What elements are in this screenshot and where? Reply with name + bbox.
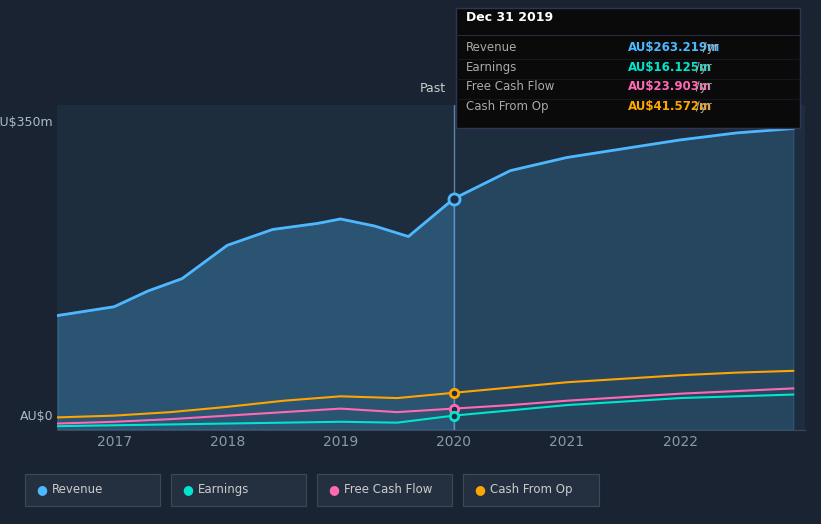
Text: /yr: /yr (699, 41, 718, 53)
Text: Cash From Op: Cash From Op (490, 484, 572, 496)
Text: ●: ● (182, 484, 193, 496)
Text: Past: Past (420, 82, 446, 95)
Text: AU$350m: AU$350m (0, 116, 53, 129)
Text: Free Cash Flow: Free Cash Flow (344, 484, 433, 496)
Text: Analysts Forecasts: Analysts Forecasts (461, 82, 577, 95)
Text: Dec 31 2019: Dec 31 2019 (466, 11, 553, 24)
Text: /yr: /yr (692, 61, 712, 73)
Text: AU$0: AU$0 (20, 410, 53, 423)
Text: /yr: /yr (692, 101, 712, 113)
Text: /yr: /yr (692, 81, 712, 93)
Text: AU$23.903m: AU$23.903m (628, 81, 712, 93)
Text: Earnings: Earnings (198, 484, 250, 496)
Text: ●: ● (328, 484, 339, 496)
Text: Earnings: Earnings (466, 61, 517, 73)
Text: Cash From Op: Cash From Op (466, 101, 548, 113)
Text: Revenue: Revenue (52, 484, 103, 496)
Text: AU$16.125m: AU$16.125m (628, 61, 712, 73)
Text: Revenue: Revenue (466, 41, 517, 53)
Text: ●: ● (36, 484, 47, 496)
Text: AU$263.219m: AU$263.219m (628, 41, 720, 53)
Text: Free Cash Flow: Free Cash Flow (466, 81, 554, 93)
Text: ●: ● (475, 484, 485, 496)
Text: AU$41.572m: AU$41.572m (628, 101, 712, 113)
